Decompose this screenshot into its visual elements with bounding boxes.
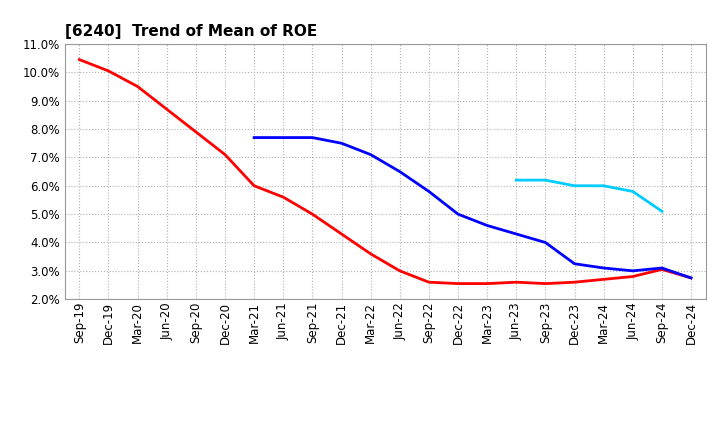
Text: [6240]  Trend of Mean of ROE: [6240] Trend of Mean of ROE bbox=[65, 24, 317, 39]
